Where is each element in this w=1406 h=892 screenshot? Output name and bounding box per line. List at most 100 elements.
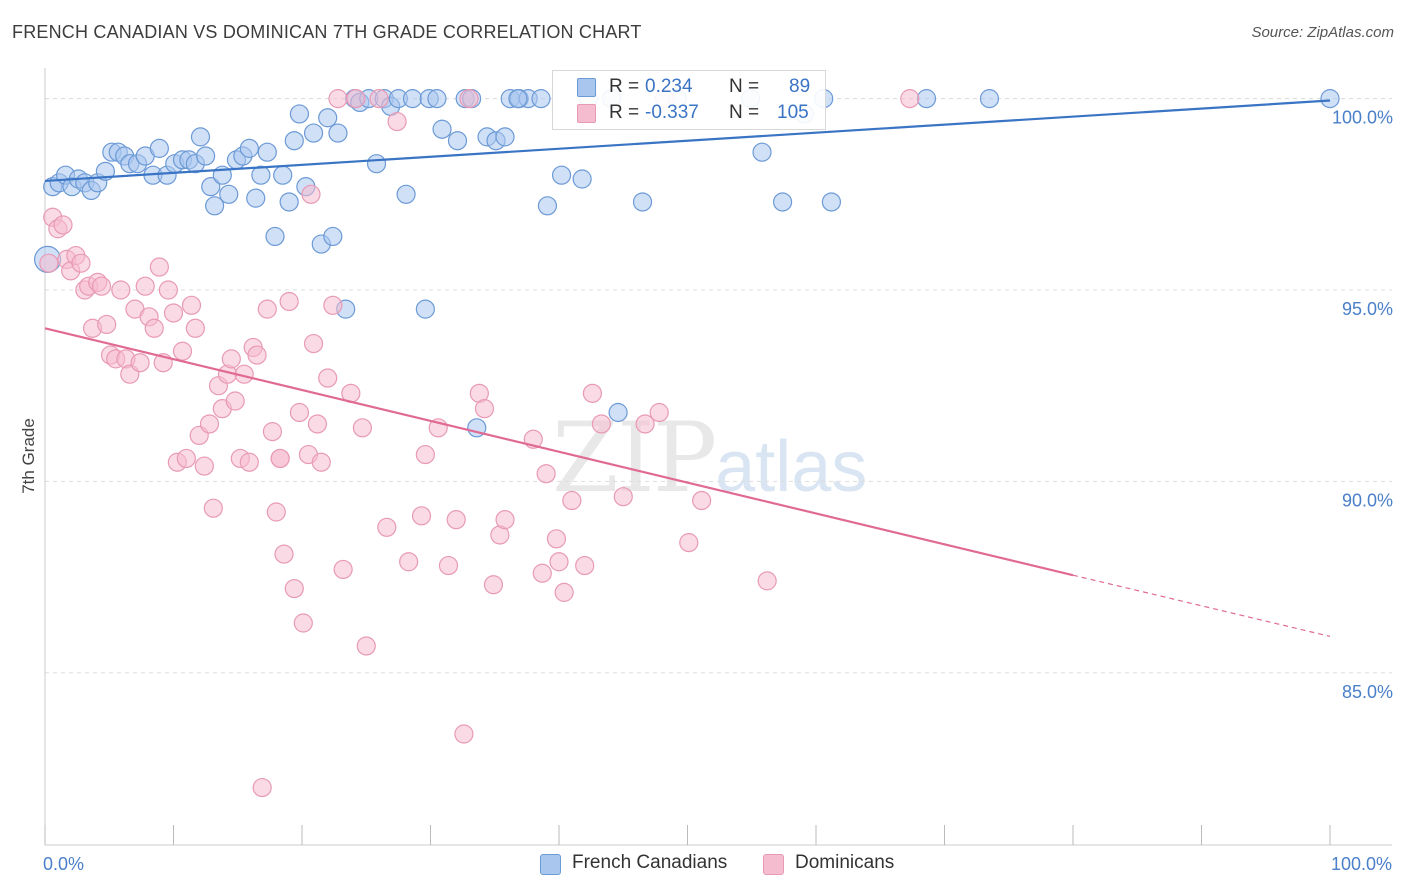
dominican-point: [284, 578, 304, 599]
bottom-legend-swatch-pink: [763, 854, 784, 875]
watermark-atlas: atlas: [715, 427, 868, 507]
french-canadian-point: [196, 146, 216, 166]
french-canadian-point: [251, 165, 271, 185]
bottom-legend-french-canadians: French Canadians: [540, 852, 740, 876]
french-canadian-point: [366, 154, 387, 174]
dominican-point: [549, 552, 569, 572]
dominican-point: [411, 506, 432, 526]
french-canadian-point: [508, 89, 528, 109]
dominican-point: [546, 529, 567, 549]
french-canadian-point: [432, 119, 452, 139]
legend-n-label: N =: [729, 76, 760, 97]
dominican-point: [474, 399, 495, 419]
dominican-point: [369, 89, 389, 109]
french-canadian-point: [149, 138, 169, 158]
french-canadian-point: [572, 169, 592, 189]
x-tick-label: 0.0%: [43, 854, 84, 874]
legend-n-value: 105: [777, 102, 809, 123]
dominican-point: [274, 544, 294, 564]
dominican-point: [149, 257, 169, 277]
french-canadian-point: [396, 184, 416, 204]
dominican-point: [181, 295, 202, 315]
dominican-point: [399, 552, 419, 572]
bottom-legend-label: Dominicans: [795, 852, 895, 873]
french-canadian-point: [1320, 89, 1340, 109]
stats-legend: R = 0.234 N = 89 R = -0.337 N = 105: [552, 70, 826, 130]
french-canadian-point: [531, 89, 551, 109]
french-canadian-point: [979, 89, 1000, 109]
french-canadian-point: [279, 192, 299, 212]
dominican-point: [111, 280, 131, 300]
french-canadian-point: [632, 192, 653, 212]
dominican-point: [239, 452, 259, 472]
dominican-point: [172, 341, 193, 361]
y-tick-label: 85.0%: [1342, 682, 1393, 702]
legend-r-value: -0.337: [645, 102, 699, 123]
french-canadian-point: [415, 299, 435, 319]
dominican-point: [454, 724, 474, 744]
dominican-point: [247, 345, 267, 365]
dominican-point: [495, 510, 515, 530]
dominican-trendline-extension: [1072, 574, 1331, 637]
dominican-point: [135, 276, 155, 296]
legend-r-value: 0.234: [645, 76, 693, 97]
dominican-point: [158, 280, 178, 300]
source-credit: Source: ZipAtlas.com: [1251, 24, 1394, 41]
y-tick-label: 95.0%: [1342, 299, 1393, 319]
dominican-point: [301, 184, 321, 204]
french-canadian-point: [246, 188, 266, 208]
dominican-point: [415, 444, 435, 465]
dominican-point: [356, 636, 376, 656]
dominican-point: [591, 414, 612, 434]
french-canadian-point: [537, 196, 558, 216]
label-layer: 85.0% 90.0% 95.0% 100.0% 0.0% 100.0%: [43, 108, 1393, 874]
dominican-point: [554, 582, 574, 602]
dominican-point: [692, 490, 712, 511]
x-tick-label: 100.0%: [1331, 854, 1392, 874]
french-canadian-point: [323, 226, 343, 247]
dominican-point: [185, 318, 205, 338]
legend-n-value: 89: [789, 76, 811, 97]
french-canadian-point: [219, 184, 239, 204]
trend-layer: [44, 99, 1331, 637]
french-canadian-point: [318, 108, 338, 128]
dominican-point: [352, 418, 372, 438]
bottom-legend-label: French Canadians: [572, 852, 728, 873]
dominican-point: [635, 414, 655, 434]
french-canadian-point: [495, 127, 515, 147]
dominican-point: [311, 452, 331, 472]
dominican-point: [293, 613, 313, 633]
y-axis-label: 7th Grade: [19, 418, 38, 494]
dominican-point: [279, 291, 299, 312]
dominican-point: [679, 533, 699, 553]
dominican-point: [194, 456, 214, 476]
french-canadian-point: [257, 142, 277, 162]
dominican-point: [582, 383, 603, 403]
bottom-legend-swatch-blue: [540, 854, 561, 875]
dominican-point: [459, 89, 479, 109]
dominican-point: [97, 314, 117, 335]
dominican-point: [387, 111, 407, 132]
dominican-point: [613, 487, 633, 507]
dominican-point: [199, 414, 220, 434]
y-tick-label: 100.0%: [1332, 108, 1393, 128]
french-canadian-point: [273, 165, 293, 185]
french-canadian-point: [608, 402, 628, 423]
legend-r-label: R =: [609, 76, 640, 97]
dominican-point: [71, 253, 91, 273]
dominican-point: [536, 464, 556, 484]
french-canadian-point: [284, 131, 304, 151]
french-canadian-point: [752, 142, 772, 162]
points-layer: [33, 89, 1340, 798]
legend-swatch-pink: [577, 104, 596, 123]
dominican-point: [323, 295, 343, 315]
axis-layer: [44, 68, 1392, 846]
dominican-point: [446, 510, 466, 530]
dominican-point: [649, 402, 669, 423]
french-canadian-point: [289, 104, 310, 124]
dominican-trendline: [44, 327, 1074, 577]
dominican-point: [289, 402, 310, 423]
french-canadian-point: [402, 89, 423, 109]
dominican-point: [307, 414, 328, 434]
